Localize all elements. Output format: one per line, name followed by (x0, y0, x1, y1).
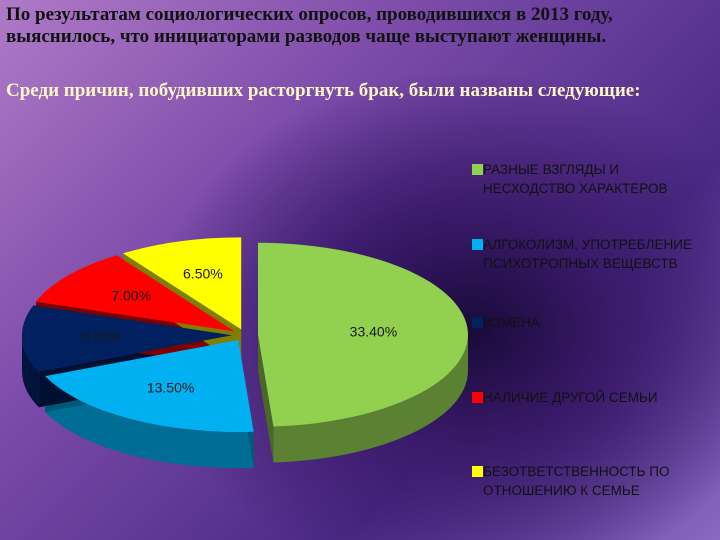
value-label: 33.40% (350, 324, 397, 340)
value-label: 13.50% (147, 379, 194, 395)
value-label: 7.00% (111, 288, 151, 304)
legend-swatch (472, 392, 483, 403)
slice-cut (257, 334, 274, 463)
slice-side (273, 334, 468, 463)
pie-slice (45, 339, 254, 432)
legend-label: БЕЗОТВЕТСТВЕННОСТЬ ПО ОТНОШЕНИЮ К СЕМЬЕ (483, 464, 670, 498)
legend-swatch (472, 317, 483, 328)
legend-swatch (472, 164, 483, 175)
intro-text: По результатам социологических опросов, … (6, 4, 613, 47)
pie-slice (123, 237, 242, 330)
legend-swatch (472, 239, 483, 250)
legend-label: РАЗНЫЕ ВЗГЛЯДЫ И НЕСХОДСТВО ХАРАКТЕРОВ (483, 162, 668, 196)
value-label: 6.50% (183, 266, 223, 282)
legend-label: АЛГОКОЛИЗМ, УПОТРЕБЛЕНИЕ ПСИХОТРОПНЫХ ВЕ… (483, 237, 692, 271)
lead-text: Среди причин, побудивших расторгнуть бра… (6, 80, 641, 101)
slice-tops (22, 237, 468, 432)
slice-side (22, 335, 39, 408)
pie-slice (22, 305, 233, 372)
legend-item: АЛГОКОЛИЗМ, УПОТРЕБЛЕНИЕ ПСИХОТРОПНЫХ ВЕ… (472, 235, 712, 273)
legend-item: ИЗМЕНА (472, 313, 712, 332)
value-label: 8.00% (82, 328, 122, 344)
pie-slice (257, 242, 468, 427)
pie-slice (36, 255, 235, 332)
legend-label: ИЗМЕНА (483, 315, 540, 330)
legend-item: БЕЗОТВЕТСТВЕННОСТЬ ПО ОТНОШЕНИЮ К СЕМЬЕ (472, 462, 712, 500)
slice-side (45, 376, 254, 468)
legend-label: НАЛИЧИЕ ДРУГОЙ СЕМЬИ (483, 390, 658, 405)
legend-swatch (472, 466, 483, 477)
legend-item: НАЛИЧИЕ ДРУГОЙ СЕМЬИ (472, 388, 712, 407)
legend-item: РАЗНЫЕ ВЗГЛЯДЫ И НЕСХОДСТВО ХАРАКТЕРОВ (472, 160, 712, 198)
